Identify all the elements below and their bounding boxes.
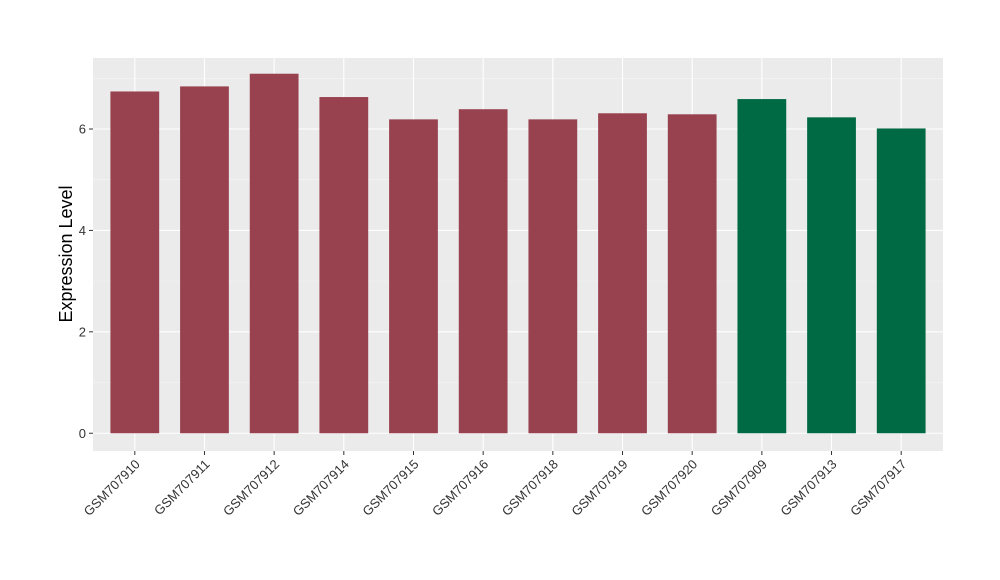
x-tick-label: GSM707910 <box>81 457 143 519</box>
bar-gsm707914 <box>319 97 369 434</box>
bar-gsm707912 <box>249 73 299 434</box>
y-tick-label: 4 <box>79 223 86 238</box>
x-tick-label: GSM707917 <box>847 457 909 519</box>
x-tick-label: GSM707914 <box>290 457 352 519</box>
x-tick-label: GSM707909 <box>708 457 770 519</box>
y-tick-label: 0 <box>79 426 86 441</box>
bar-gsm707909 <box>737 99 787 434</box>
bar-gsm707913 <box>807 117 856 434</box>
x-tick-label: GSM707912 <box>220 457 282 519</box>
bar-gsm707919 <box>598 113 647 434</box>
bar-gsm707920 <box>667 114 717 434</box>
bar-gsm707915 <box>389 119 438 434</box>
bar-gsm707918 <box>528 119 578 434</box>
x-tick-label: GSM707915 <box>359 457 421 519</box>
x-tick-label: GSM707920 <box>638 457 700 519</box>
y-tick-label: 2 <box>79 324 86 339</box>
bar-gsm707917 <box>876 128 926 434</box>
y-axis-title: Expression Level <box>56 185 76 322</box>
y-axis: 0 2 4 6 <box>79 121 93 441</box>
x-tick-label: GSM707913 <box>777 457 839 519</box>
bars-layer <box>110 73 926 434</box>
x-tick-label: GSM707911 <box>151 457 213 519</box>
y-tick-label: 6 <box>79 121 86 136</box>
bar-gsm707916 <box>458 109 508 434</box>
x-tick-label: GSM707919 <box>568 457 630 519</box>
bar-gsm707911 <box>180 86 229 434</box>
bar-gsm707910 <box>110 91 160 434</box>
x-tick-label: GSM707918 <box>499 457 561 519</box>
x-tick-label: GSM707916 <box>429 457 491 519</box>
plot-panel <box>93 58 943 451</box>
x-axis: GSM707910 GSM707911 GSM707912 GSM707914 GSM7… <box>81 451 909 519</box>
